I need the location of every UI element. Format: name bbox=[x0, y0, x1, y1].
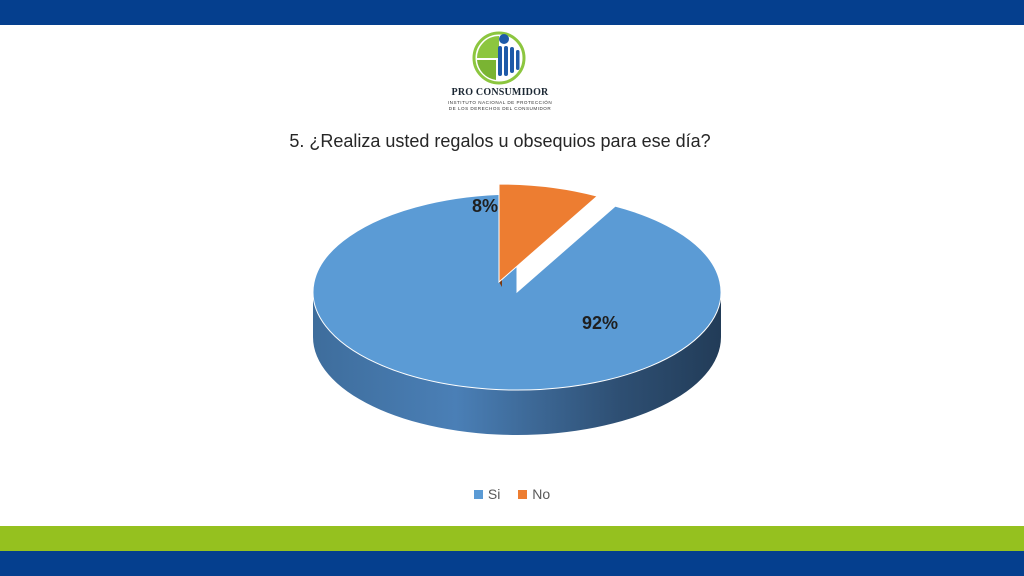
chart-title: 5. ¿Realiza usted regalos u obsequios pa… bbox=[289, 131, 711, 151]
chart-legend: Si No bbox=[0, 486, 1024, 502]
pro-consumidor-logo: PRO CONSUMIDOR INSTITUTO NACIONAL DE PRO… bbox=[440, 30, 560, 114]
legend-swatch-si bbox=[473, 490, 483, 499]
green-band bbox=[0, 526, 1024, 551]
data-label-si: 92% bbox=[582, 313, 618, 333]
legend-label-no: No bbox=[532, 486, 551, 502]
legend-item-no: No bbox=[518, 486, 550, 502]
pie-side-si bbox=[313, 292, 721, 435]
logo-subtitle-line-2: DE LOS DERECHOS DEL CONSUMIDOR bbox=[448, 106, 552, 111]
legend-swatch-no bbox=[518, 490, 528, 499]
logo-emblem-icon bbox=[472, 31, 526, 85]
pie-slice-no bbox=[498, 183, 599, 284]
legend-item-si: Si bbox=[473, 486, 501, 502]
logo-name: PRO CONSUMIDOR bbox=[451, 87, 549, 98]
data-label-no: 8% bbox=[472, 196, 498, 216]
logo-subtitle-line-1: INSTITUTO NACIONAL DE PROTECCIÓN bbox=[447, 100, 553, 105]
pie-slice-si bbox=[312, 193, 722, 391]
top-band bbox=[0, 0, 1024, 25]
legend-label-si: Si bbox=[487, 486, 501, 502]
bottom-band bbox=[0, 551, 1024, 576]
